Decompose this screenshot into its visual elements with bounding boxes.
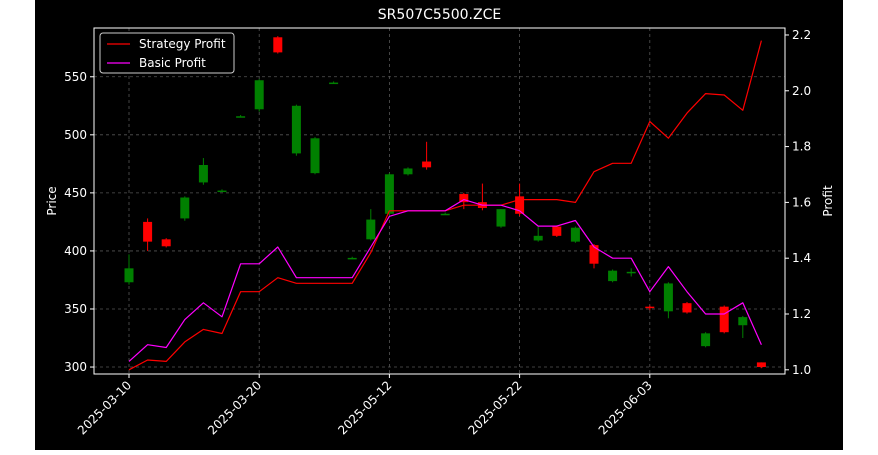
legend: Strategy Profit Basic Profit xyxy=(99,32,235,74)
legend-box xyxy=(99,32,235,74)
y-tick-label-right: 1.6 xyxy=(792,195,811,209)
candle-body xyxy=(682,303,692,313)
legend-label-basic: Basic Profit xyxy=(139,56,206,70)
y-tick-label-left: 400 xyxy=(64,244,87,258)
candle-body xyxy=(626,271,636,274)
candle-body xyxy=(347,257,357,260)
y-tick-label-left: 500 xyxy=(64,128,87,142)
candle-body xyxy=(552,226,562,236)
candle-body xyxy=(236,116,246,118)
candle-body xyxy=(756,362,766,368)
candle-body xyxy=(161,239,171,247)
candle-body xyxy=(608,270,618,282)
y-tick-label-left: 350 xyxy=(64,302,87,316)
candle-body xyxy=(738,317,748,326)
y-axis-label-right: Profit xyxy=(821,185,835,217)
y-axis-label-left: Price xyxy=(45,186,59,215)
candle-body xyxy=(143,221,153,242)
y-tick-label-right: 1.0 xyxy=(792,363,811,377)
basic-profit-line xyxy=(128,199,762,362)
candle-body xyxy=(589,245,599,264)
y-tick-label-right: 1.4 xyxy=(792,251,811,265)
candle-body xyxy=(291,105,301,154)
candle-body xyxy=(124,268,134,283)
legend-label-strategy: Strategy Profit xyxy=(139,37,226,51)
y-tick-label-left: 550 xyxy=(64,70,87,84)
candle-body xyxy=(645,306,655,309)
candle-body xyxy=(496,209,506,227)
plot-frame xyxy=(93,27,786,375)
profit-lines xyxy=(128,40,762,371)
candle-body xyxy=(366,219,376,240)
candle-body xyxy=(533,235,543,241)
y-tick-label-left: 300 xyxy=(64,360,87,374)
candle-body xyxy=(663,283,673,312)
candle-body xyxy=(422,161,432,168)
candle-body xyxy=(403,168,413,175)
candle-body xyxy=(180,197,190,219)
candle-body xyxy=(198,165,208,183)
candle-body xyxy=(701,333,711,347)
candle-body xyxy=(273,37,283,53)
y-tick-label-right: 1.2 xyxy=(792,307,811,321)
y-tick-label-right: 1.8 xyxy=(792,140,811,154)
y-tick-label-left: 450 xyxy=(64,186,87,200)
candle-body xyxy=(459,194,469,203)
candle-body xyxy=(217,190,227,193)
candle-body xyxy=(384,174,394,214)
y-tick-label-right: 2.0 xyxy=(792,84,811,98)
candle-body xyxy=(310,138,320,174)
chart-title: SR507C5500.ZCE xyxy=(378,7,501,23)
candle-body xyxy=(570,227,580,242)
grid-lines xyxy=(94,28,785,374)
candle-body xyxy=(719,306,729,333)
candle-body xyxy=(254,80,264,110)
candle-body xyxy=(515,196,525,214)
candlesticks xyxy=(124,36,766,369)
figure-background xyxy=(35,0,843,450)
y-tick-label-right: 2.2 xyxy=(792,28,811,42)
candle-body xyxy=(440,213,450,216)
candle-body xyxy=(329,82,339,85)
